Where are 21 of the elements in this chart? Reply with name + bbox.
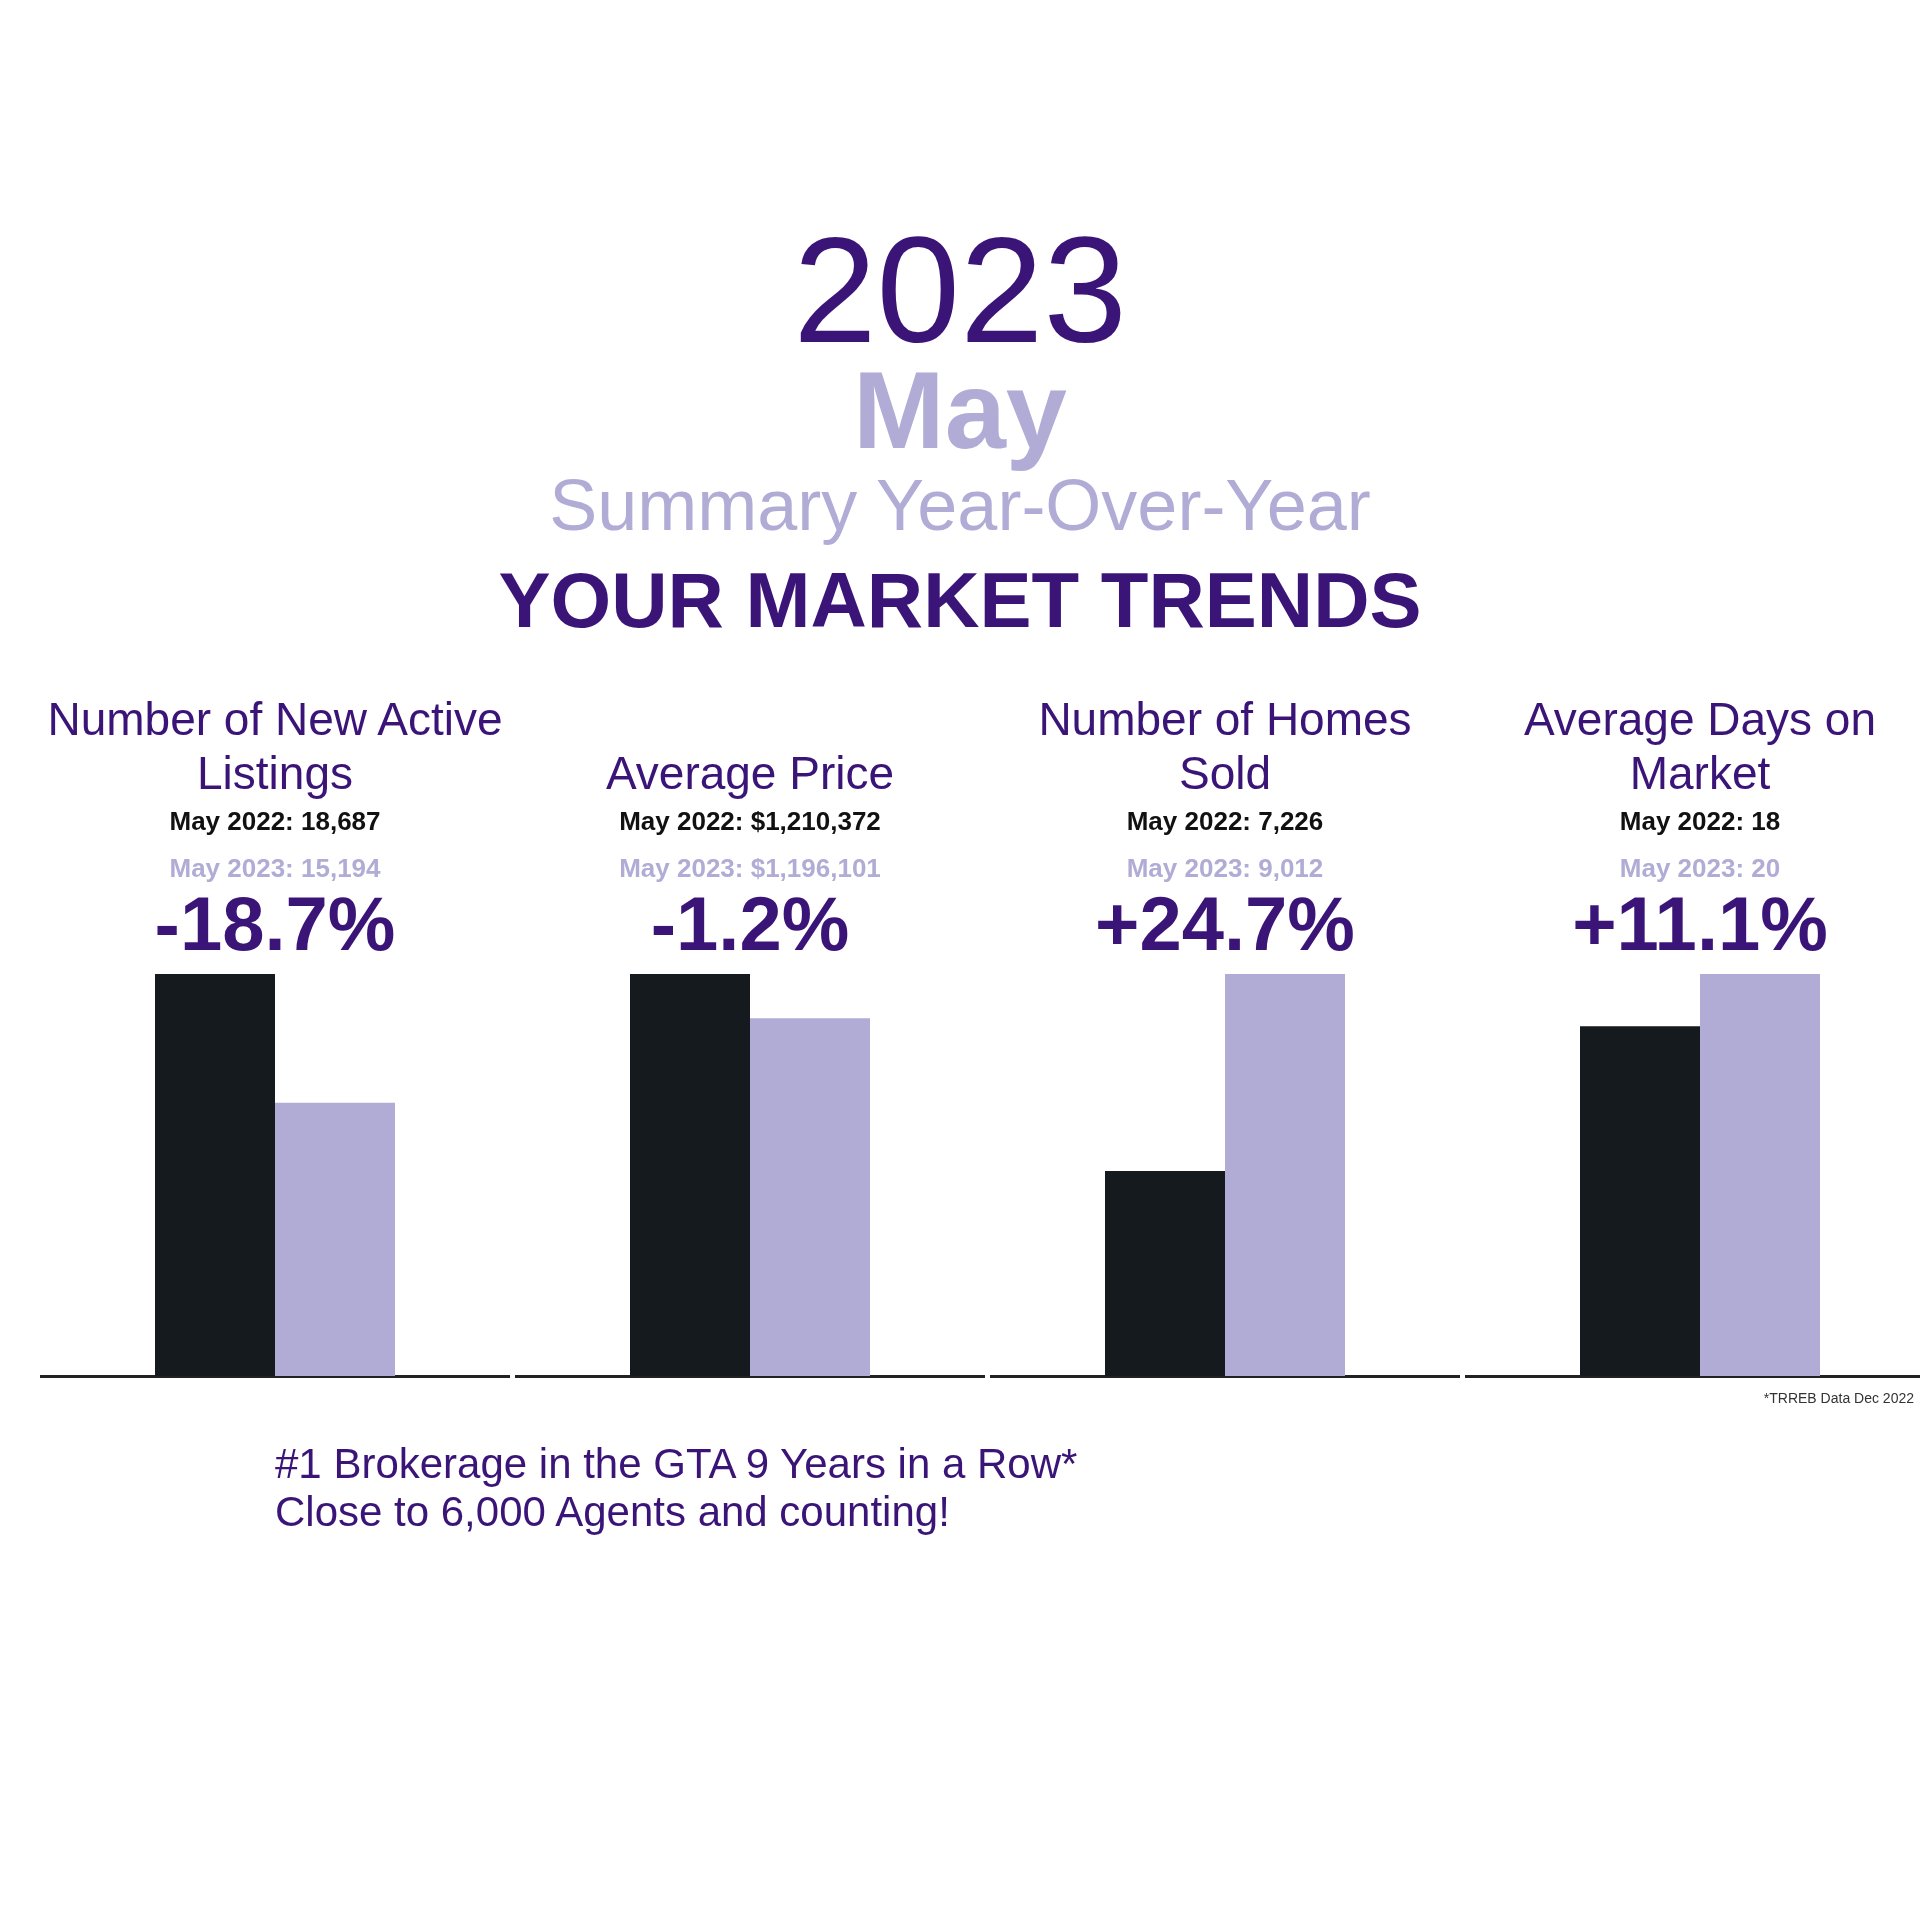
text: Close to 6,000 Agents and counting! [275, 1488, 950, 1536]
text: May 2023: 15,194 [168, 853, 382, 884]
text: -1.2% [650, 881, 851, 966]
text: May 2022: 18 [1618, 806, 1782, 837]
text: YOUR MARKET TRENDS [497, 555, 1423, 646]
text: May 2023: $1,196,101 [618, 853, 882, 884]
text: +24.7% [1094, 881, 1356, 966]
text: May 2023: 20 [1618, 853, 1782, 884]
text: *TRREB Data Dec 2022 [1763, 1390, 1914, 1406]
text: May 2022: 7,226 [1125, 806, 1325, 837]
chart-title: Average Days on Market [1523, 692, 1877, 800]
chart-title: Number of New Active Listings [46, 692, 504, 800]
text: May 2023: 9,012 [1125, 853, 1325, 884]
chart-title: Average Price [604, 746, 896, 800]
text: +11.1% [1571, 881, 1829, 966]
text: May 2022: 18,687 [168, 806, 382, 837]
chart-title: Number of Homes Sold [1037, 692, 1413, 800]
text: May 2022: $1,210,372 [618, 806, 882, 837]
text: -18.7% [153, 881, 397, 966]
text: 2023 [792, 206, 1128, 374]
text: #1 Brokerage in the GTA 9 Years in a Row* [275, 1440, 1078, 1488]
